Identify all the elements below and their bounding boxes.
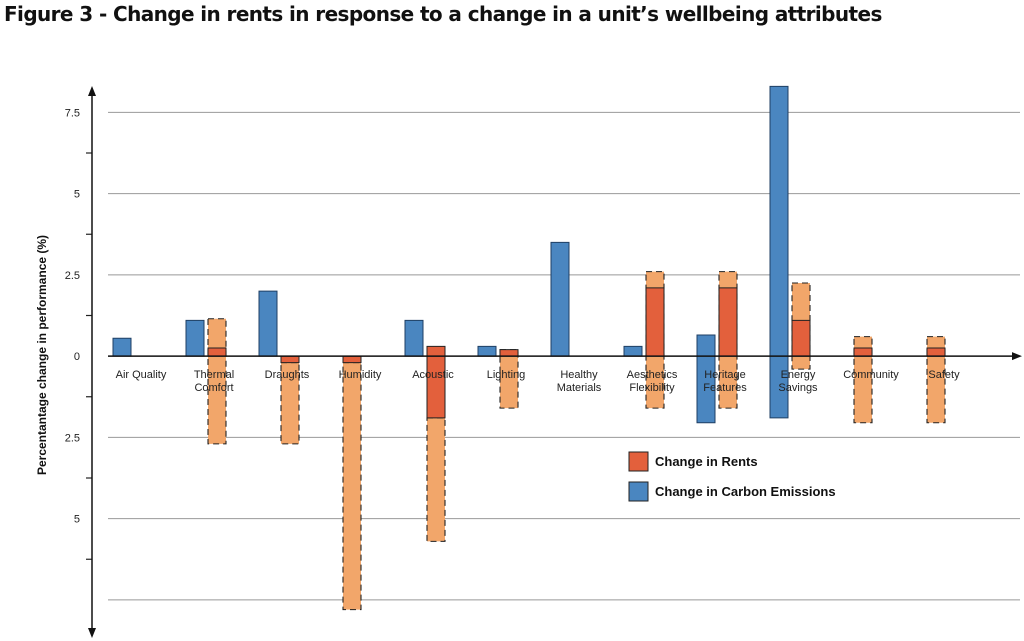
y-tick-label: 5 — [74, 514, 80, 526]
x-category-label: Humidity — [339, 369, 382, 381]
rent-range-bar — [853, 336, 873, 424]
y-axis-arrow-up — [88, 86, 96, 96]
rent-bar — [926, 347, 946, 357]
x-axis-arrow — [1012, 352, 1022, 361]
y-axis-arrow-down — [88, 628, 96, 638]
rent-bar — [207, 347, 227, 357]
y-tick-label: 2.5 — [65, 270, 80, 282]
x-category-label: Acoustic — [412, 369, 454, 381]
rent-bar — [426, 355, 446, 419]
legend-label: Change in Carbon Emissions — [655, 484, 836, 499]
carbon-bar — [769, 85, 789, 419]
x-category-label: Comfort — [194, 382, 233, 394]
carbon-bar — [112, 337, 132, 357]
rent-range-bar — [342, 362, 362, 611]
x-category-label: Features — [703, 382, 747, 394]
carbon-bar — [477, 345, 497, 357]
rent-bar — [342, 355, 362, 364]
y-tick-label: 2.5 — [65, 432, 80, 444]
x-category-label: Heritage — [704, 369, 746, 381]
x-category-label: Materials — [557, 382, 602, 394]
x-category-label: Healthy — [560, 369, 598, 381]
y-axis-label: Percentantage change in performance (%) — [35, 235, 49, 475]
rent-bar — [499, 349, 519, 357]
figure-title: Figure 3 - Change in rents in response t… — [4, 2, 882, 26]
x-category-label: Air Quality — [116, 369, 167, 381]
x-category-label: Safety — [928, 369, 960, 381]
rent-bar — [718, 287, 738, 357]
rent-range-bar — [426, 417, 446, 542]
rent-range-bar — [280, 362, 300, 445]
rent-bar — [426, 345, 446, 357]
x-category-label: Draughts — [265, 369, 310, 381]
legend: Change in Rents Change in Carbon Emission… — [628, 451, 836, 502]
x-category-label: Community — [843, 369, 899, 381]
carbon-bar — [404, 319, 424, 357]
rent-range-bar — [499, 349, 519, 409]
x-category-label: Lighting — [487, 369, 526, 381]
rent-bar — [853, 347, 873, 357]
y-tick-label: 0 — [74, 351, 80, 363]
axes — [86, 86, 1022, 638]
legend-swatch — [628, 481, 649, 502]
legend-label: Change in Rents — [655, 454, 758, 469]
x-category-label: Savings — [778, 382, 818, 394]
y-tick-label: 5 — [74, 189, 80, 201]
carbon-bar — [258, 290, 278, 357]
legend-swatch — [628, 451, 649, 472]
x-category-label: Thermal — [194, 369, 234, 381]
carbon-bar — [696, 334, 716, 424]
y-tick-label: 7.5 — [65, 107, 80, 119]
x-category-label: Energy — [781, 369, 816, 381]
bars — [112, 85, 946, 611]
rent-bar — [791, 319, 811, 357]
rent-bar — [280, 355, 300, 364]
carbon-bar — [623, 345, 643, 357]
carbon-bar — [550, 241, 570, 357]
carbon-bar — [185, 319, 205, 357]
x-category-label: Aesthetics — [627, 369, 678, 381]
rent-bar — [645, 287, 665, 357]
rent-range-bar — [926, 336, 946, 424]
x-category-label: Flexibility — [629, 382, 675, 394]
